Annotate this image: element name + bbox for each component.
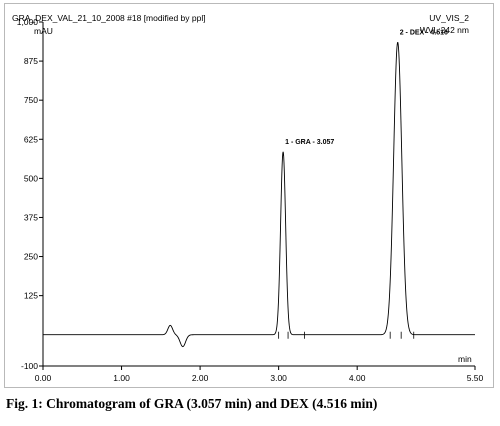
x-tick-label: 5.50 <box>467 373 484 383</box>
y-axis-unit: mAU <box>34 26 53 36</box>
integration-marks <box>278 331 415 339</box>
x-tick-label: 0.00 <box>35 373 52 383</box>
peak-labels: 1 - GRA - 3.057 2 - DEX - 4.516 <box>285 29 448 145</box>
y-tick-label: 1,000 <box>17 17 39 27</box>
x-tick-label: 3.00 <box>270 373 287 383</box>
chromatogram-trace <box>43 41 475 348</box>
tick-labels: -100 125 250 375 500 625 750 875 1,000 0.00 1.00 2.… <box>17 17 484 383</box>
y-tick-label: 500 <box>24 173 38 183</box>
y-tick-label: 250 <box>24 252 38 262</box>
y-tick-label: 375 <box>24 212 38 222</box>
x-axis-unit: min <box>458 354 472 364</box>
file-title: GRA_DEX_VAL_21_10_2008 #18 [modified by … <box>12 13 206 23</box>
caption-text: Chromatogram of GRA (3.057 min) and DEX … <box>46 396 378 411</box>
y-tick-label: 875 <box>24 56 38 66</box>
caption-label: Fig. 1: <box>6 396 43 411</box>
x-tick-label: 1.00 <box>113 373 130 383</box>
y-tick-label: 750 <box>24 95 38 105</box>
x-tick-label: 2.00 <box>192 373 209 383</box>
y-tick-label: -100 <box>21 361 38 371</box>
detector-label: UV_VIS_2 <box>429 13 469 23</box>
axes <box>42 22 475 367</box>
chromatogram-chart: -100 125 250 375 500 625 750 875 1,000 0.00 1.00 2.… <box>17 17 484 383</box>
peak-label: 2 - DEX - 4.516 <box>400 29 448 36</box>
chromatogram-panel: GRA_DEX_VAL_21_10_2008 #18 [modified by … <box>4 3 494 388</box>
x-tick-label: 4.00 <box>349 373 366 383</box>
ticks <box>39 21 476 370</box>
y-tick-label: 625 <box>24 134 38 144</box>
peak-label: 1 - GRA - 3.057 <box>285 139 334 146</box>
y-tick-label: 125 <box>24 291 38 301</box>
figure-caption: Fig. 1: Chromatogram of GRA (3.057 min) … <box>6 396 377 412</box>
wavelength-label: WVL:242 nm <box>419 25 469 35</box>
